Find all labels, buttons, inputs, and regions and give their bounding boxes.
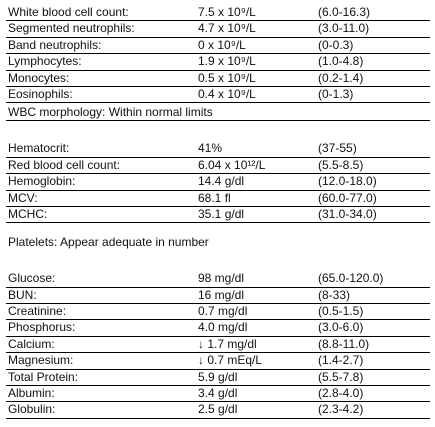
test-value: 0.4 x 10⁹/L [198, 86, 256, 101]
result-row: Magnesium: ↓ 0.7 mEq/L (1.4-2.7) [6, 353, 430, 370]
reference-range: (12.0-18.0) [318, 174, 377, 189]
result-row: MCHC: 35.1 g/dl (31.0-34.0) [6, 206, 430, 224]
reference-range: (0-1.3) [318, 86, 354, 101]
result-row: Segmented neutrophils: 4.7 x 10⁹/L (3.0-11… [6, 21, 430, 38]
test-value: 0.7 mg/dl [198, 304, 248, 319]
morphology-note: WBC morphology: Within normal limits [6, 103, 430, 122]
reference-range: (1.0-4.8) [318, 54, 364, 69]
test-value: ↓ 0.7 mEq/L [198, 353, 263, 368]
test-value: 7.5 x 10⁹/L [198, 5, 256, 19]
result-row: Globulin: 2.5 g/dl (2.3-4.2) [6, 402, 430, 419]
test-name: Creatinine: [8, 304, 67, 319]
reference-range: (5.5-8.5) [318, 157, 364, 172]
test-name: Lymphocytes: [8, 54, 82, 69]
reference-range: (3.0-11.0) [318, 21, 370, 36]
test-value: 16 mg/dl [198, 287, 245, 302]
test-name: Globulin: [8, 402, 56, 417]
reference-range: (60.0-77.0) [318, 190, 377, 205]
test-name: Albumin: [8, 386, 55, 401]
test-name: Segmented neutrophils: [8, 21, 135, 36]
reference-range: (0.5-1.5) [318, 304, 364, 319]
test-name: MCV: [8, 190, 38, 205]
test-value: 35.1 g/dl [198, 206, 245, 221]
reference-range: (31.0-34.0) [318, 206, 377, 221]
test-value: ↓ 1.7 mg/dl [198, 336, 257, 351]
test-value: 5.9 g/dl [198, 369, 238, 384]
test-value: 3.4 g/dl [198, 386, 238, 401]
result-row: Hematocrit: 41% (37-55) [6, 141, 430, 158]
test-value: 4.0 mg/dl [198, 320, 248, 335]
result-row: Glucose: 98 mg/dl (65.0-120.0) [6, 271, 430, 288]
result-row: Hemoglobin: 14.4 g/dl (12.0-18.0) [6, 174, 430, 191]
reference-range: (0.2-1.4) [318, 70, 364, 85]
result-row: Lymphocytes: 1.9 x 10⁹/L (1.0-4.8) [6, 54, 430, 71]
test-name: Calcium: [8, 336, 55, 351]
result-row: Monocytes: 0.5 x 10⁹/L (0.2-1.4) [6, 71, 430, 87]
result-row: Calcium: ↓ 1.7 mg/dl (8.8-11.0) [6, 336, 430, 354]
test-value: 14.4 g/dl [198, 174, 245, 189]
result-row: Total Protein: 5.9 g/dl (5.5-7.8) [6, 369, 430, 387]
reference-range: (8.8-11.0) [318, 336, 370, 351]
result-section: Hematocrit: 41% (37-55) Red blood cell coun… [6, 141, 430, 251]
test-value: 4.7 x 10⁹/L [198, 21, 256, 36]
result-row: Phosphorus: 4.0 mg/dl (3.0-6.0) [6, 320, 430, 337]
result-section: Glucose: 98 mg/dl (65.0-120.0) BUN: 16 mg/dl… [6, 271, 430, 419]
reference-range: (6.0-16.3) [318, 5, 371, 19]
result-row: Red blood cell count: 6.04 x 10¹²/L (5.5-8… [6, 157, 430, 175]
test-name: Phosphorus: [8, 320, 76, 335]
result-row: MCV: 68.1 fl (60.0-77.0) [6, 191, 430, 207]
reference-range: (2.8-4.0) [318, 386, 364, 401]
test-name: Hemoglobin: [8, 174, 76, 189]
result-row: White blood cell count: 7.5 x 10⁹/L (6.0-1… [6, 5, 430, 22]
reference-range: (37-55) [318, 141, 357, 156]
reference-range: (1.4-2.7) [318, 353, 364, 368]
reference-range: (2.3-4.2) [318, 402, 364, 417]
test-name: Eosinophils: [8, 86, 73, 101]
result-section: White blood cell count: 7.5 x 10⁹/L (6.0-1… [6, 5, 430, 122]
result-row: BUN: 16 mg/dl (8-33) [6, 287, 430, 305]
test-value: 6.04 x 10¹²/L [198, 157, 266, 172]
test-name: Red blood cell count: [8, 157, 121, 172]
test-name: Magnesium: [8, 353, 74, 368]
reference-range: (3.0-6.0) [318, 320, 364, 335]
result-row: Albumin: 3.4 g/dl (2.8-4.0) [6, 386, 430, 403]
test-value: 98 mg/dl [198, 271, 245, 286]
test-value: 68.1 fl [198, 190, 231, 205]
test-value: 2.5 g/dl [198, 402, 238, 417]
test-value: 0.5 x 10⁹/L [198, 70, 256, 85]
reference-range: (65.0-120.0) [318, 271, 384, 286]
result-row: Eosinophils: 0.4 x 10⁹/L (0-1.3) [6, 86, 430, 104]
test-value: 1.9 x 10⁹/L [198, 54, 256, 69]
test-name: Monocytes: [8, 70, 70, 85]
test-name: Total Protein: [8, 369, 79, 384]
reference-range: (0-0.3) [318, 37, 354, 52]
result-row: Band neutrophils: 0 x 10⁹/L (0-0.3) [6, 37, 430, 55]
test-value: 41% [198, 141, 223, 156]
result-row: Creatinine: 0.7 mg/dl (0.5-1.5) [6, 304, 430, 321]
test-name: White blood cell count: [8, 5, 129, 19]
test-name: BUN: [8, 287, 37, 302]
test-name: MCHC: [8, 206, 48, 221]
test-name: Glucose: [8, 271, 56, 286]
test-value: 0 x 10⁹/L [198, 37, 246, 52]
reference-range: (8-33) [318, 287, 351, 302]
morphology-note: Platelets: Appear adequate in number [8, 235, 209, 250]
test-name: Hematocrit: [8, 141, 70, 156]
reference-range: (5.5-7.8) [318, 369, 364, 384]
test-name: Band neutrophils: [8, 37, 102, 52]
